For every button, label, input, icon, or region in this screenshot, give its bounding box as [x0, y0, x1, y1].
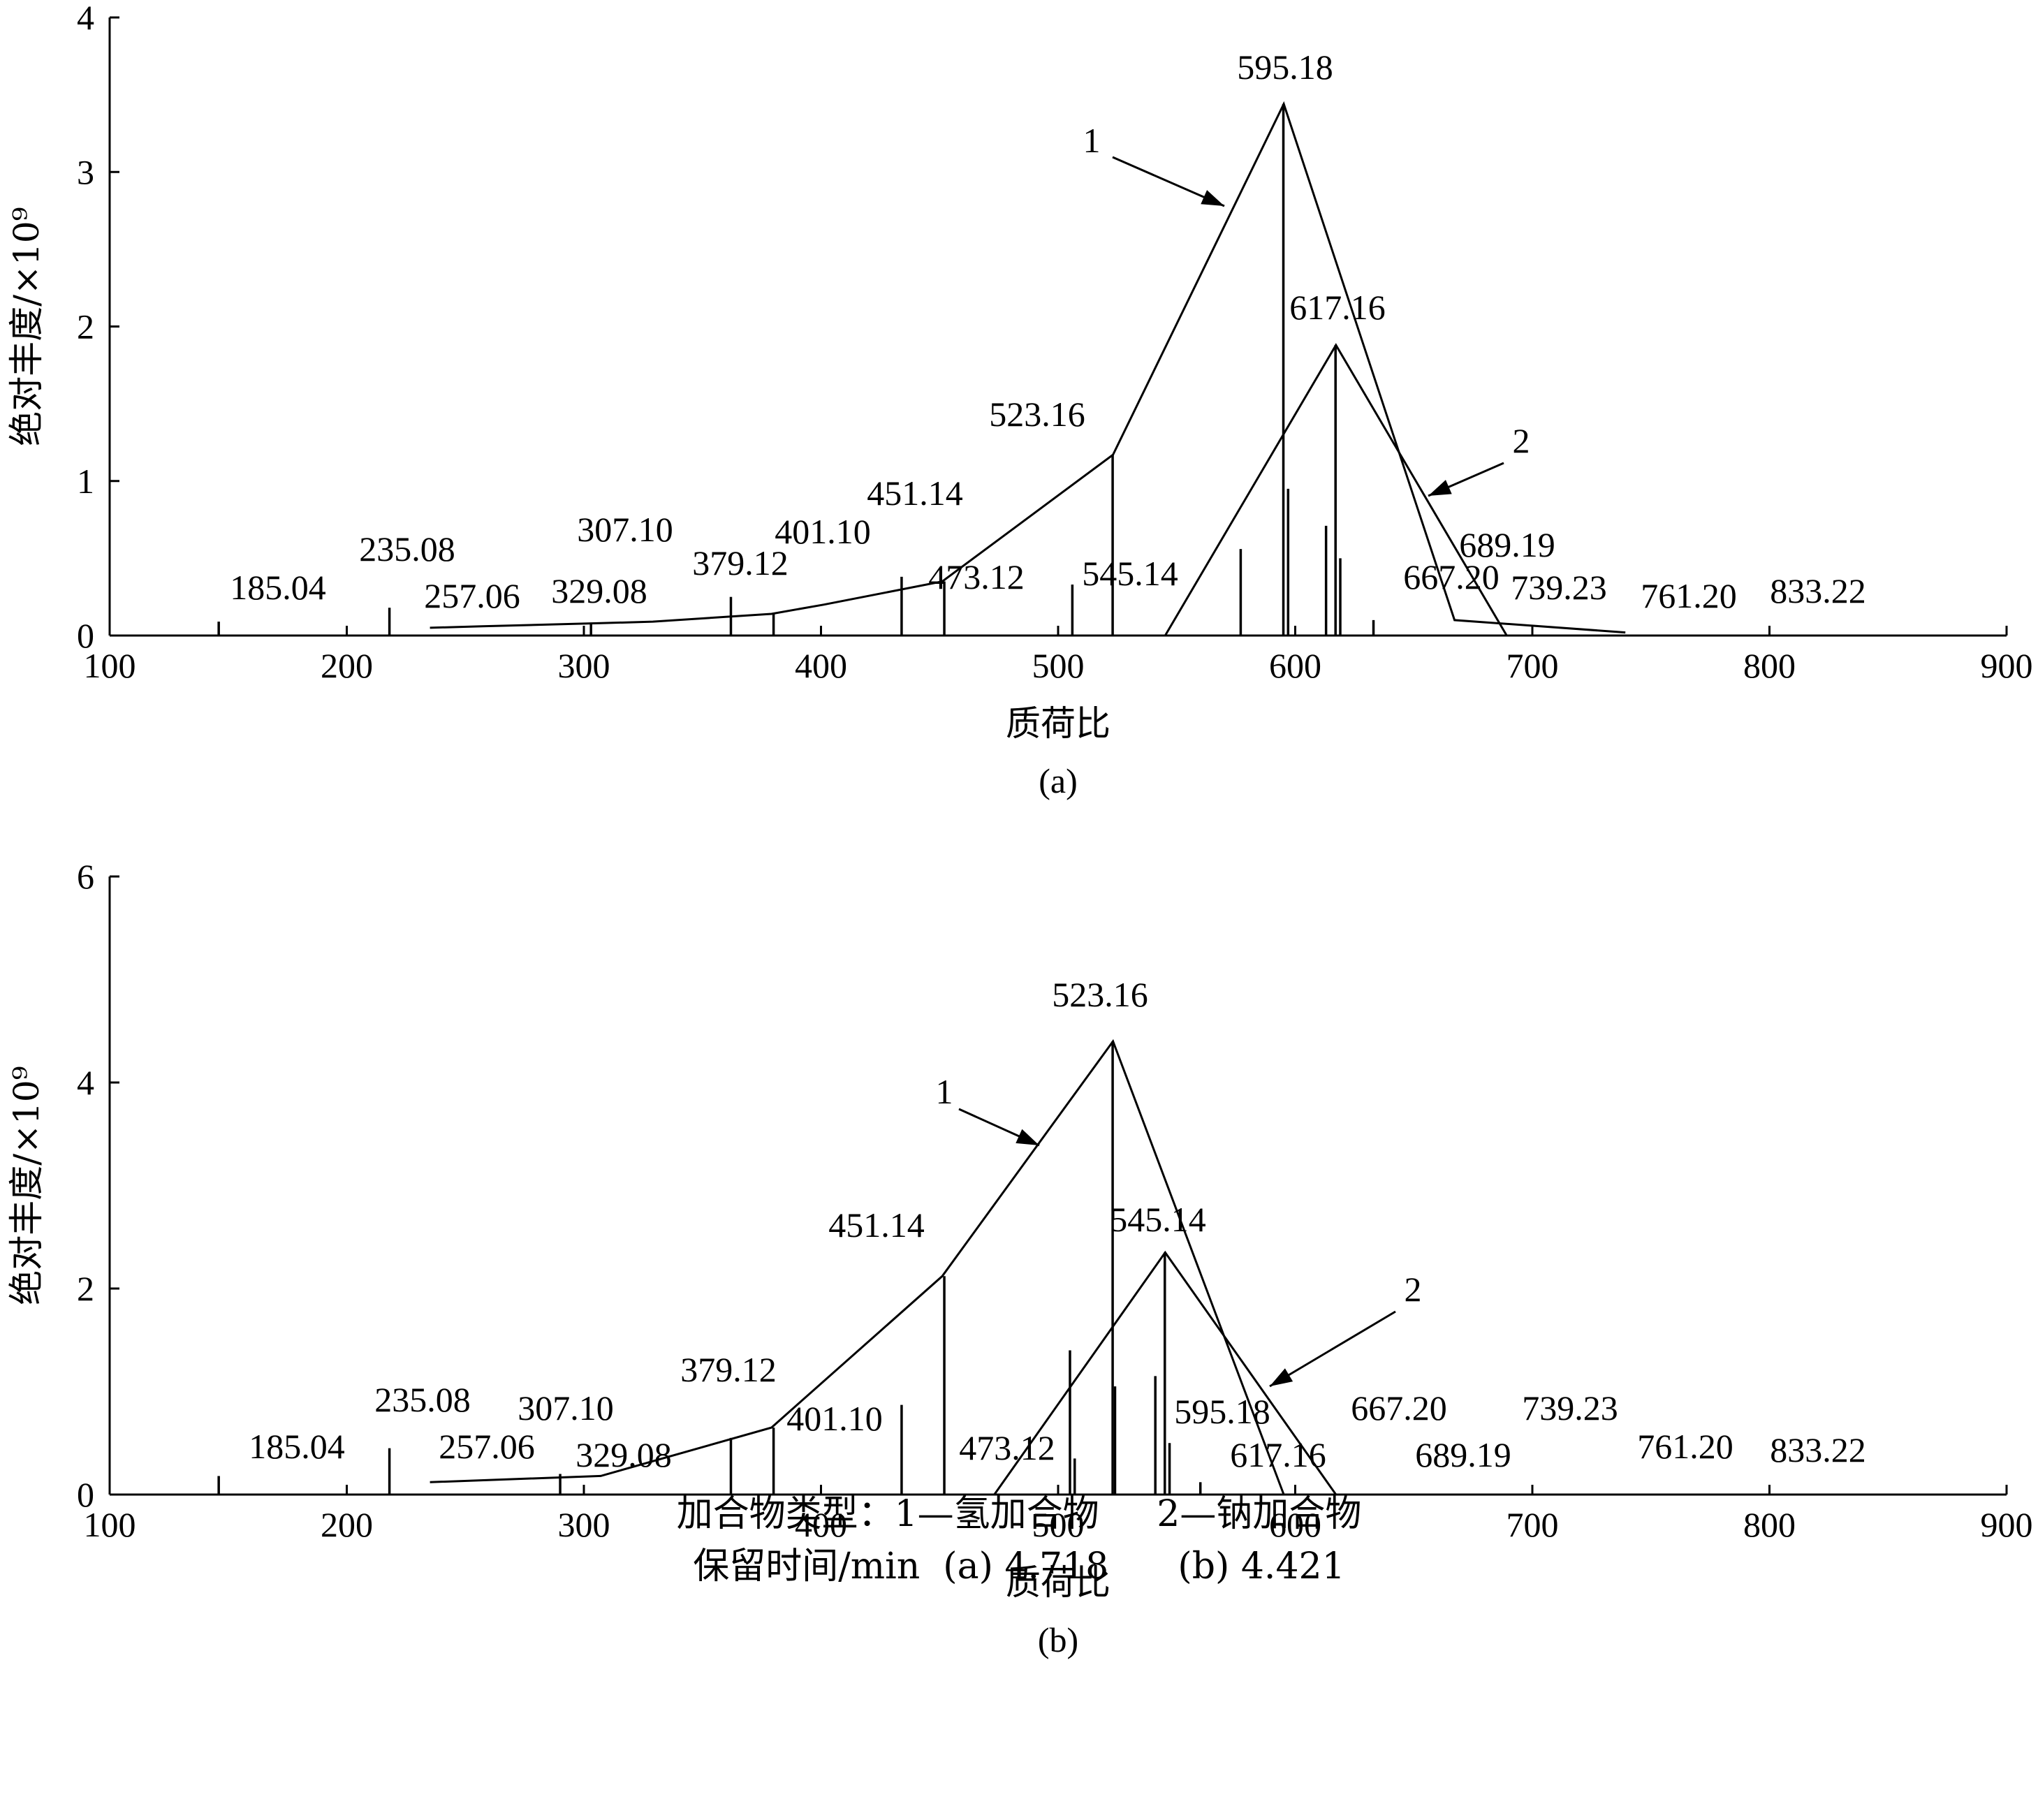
y-tick-label: 0 [77, 1475, 94, 1514]
peak-label: 833.22 [1770, 571, 1866, 610]
x-tick-label: 500 [1032, 646, 1085, 685]
caption-retention-time: 保留时间/min (a) 4.718 (b) 4.421 [693, 1546, 1345, 1587]
peak-label: 473.12 [959, 1428, 1055, 1467]
peak-label: 235.08 [374, 1380, 471, 1419]
peak-label: 235.08 [359, 529, 455, 568]
peak-label: 739.23 [1522, 1388, 1618, 1428]
peak-label: 307.10 [518, 1388, 614, 1428]
peak-label: 401.10 [786, 1399, 883, 1438]
annotation-arrowhead [1428, 480, 1452, 496]
x-axis-title: 质荷比 [1006, 1562, 1110, 1603]
y-tick-label: 2 [77, 307, 94, 346]
x-tick-label: 700 [1506, 646, 1559, 685]
x-tick-label: 100 [84, 646, 136, 685]
y-tick-label: 1 [77, 462, 94, 501]
series-envelope-2 [1164, 343, 1508, 636]
y-axis-title: 绝对丰度/×10⁹ [6, 207, 47, 446]
y-tick-label: 3 [77, 152, 94, 191]
peak-label: 451.14 [828, 1205, 925, 1245]
annotation-arrowhead [1201, 190, 1224, 206]
peak-label: 667.20 [1403, 557, 1500, 596]
series-envelope-2 [993, 1250, 1337, 1495]
annotation-arrow-shaft [1269, 1310, 1396, 1388]
peak-label: 379.12 [680, 1350, 777, 1389]
x-tick-label: 600 [1269, 646, 1321, 685]
x-tick-label: 900 [1981, 646, 2033, 685]
annotation-arrowhead [1016, 1129, 1039, 1145]
x-axis-title: 质荷比 [1006, 703, 1110, 744]
x-tick-label: 500 [1032, 1505, 1085, 1544]
x-tick-label: 400 [795, 646, 847, 685]
y-tick-label: 4 [77, 0, 94, 37]
series-envelope-1 [430, 1039, 1285, 1495]
x-tick-label: 700 [1506, 1505, 1559, 1544]
peak-label: 833.22 [1770, 1430, 1866, 1469]
peak-label: 595.18 [1237, 47, 1333, 87]
x-tick-label: 300 [558, 646, 610, 685]
peak-label: 523.16 [989, 395, 1085, 434]
peak-label: 761.20 [1637, 1427, 1733, 1466]
x-tick-label: 200 [321, 1505, 373, 1544]
peak-label: 523.16 [1052, 975, 1148, 1014]
caption-adduct-types: 加合物类型：1—氢加合物 2—钠加合物 [676, 1493, 1362, 1535]
peak-label: 451.14 [867, 474, 963, 513]
peak-label: 257.06 [439, 1427, 535, 1466]
x-tick-label: 300 [558, 1505, 610, 1544]
x-tick-label: 800 [1743, 646, 1796, 685]
peak-label: 257.06 [424, 576, 520, 615]
peak-label: 739.23 [1511, 568, 1607, 607]
y-axis-title: 绝对丰度/×10⁹ [6, 1066, 47, 1305]
peak-label: 329.08 [576, 1435, 672, 1474]
x-tick-label: 100 [84, 1505, 136, 1544]
peak-label: 689.19 [1459, 525, 1555, 564]
annotation-label: 2 [1513, 421, 1530, 460]
annotation-arrowhead [1270, 1368, 1293, 1386]
chart-panel-a: 100 200 300 400 500 600 700 800 900 0 1 2 3 4 质荷比 绝对丰度/… [6, 0, 2033, 800]
y-tick-label: 0 [77, 616, 94, 655]
peak-label: 379.12 [692, 543, 789, 582]
y-tick-label: 2 [77, 1269, 94, 1308]
peak-label: 689.19 [1415, 1435, 1511, 1474]
series-envelope-1 [430, 101, 1626, 634]
x-tick-label: 400 [795, 1505, 847, 1544]
annotation-label: 1 [1083, 121, 1101, 160]
peak-label: 401.10 [775, 512, 871, 551]
chart-panel-b: 100 200 300 400 500 600 700 800 900 0 2 4 6 质荷比 绝对丰度/×… [6, 857, 2033, 1659]
x-tick-label: 200 [321, 646, 373, 685]
peak-label: 307.10 [577, 510, 673, 549]
annotation-label: 2 [1405, 1270, 1422, 1309]
annotation-label: 1 [936, 1072, 953, 1111]
peak-label: 667.20 [1351, 1388, 1447, 1428]
x-tick-label: 800 [1743, 1505, 1796, 1544]
y-tick-label: 4 [77, 1063, 94, 1102]
peak-label: 329.08 [551, 571, 647, 610]
x-tick-label: 900 [1981, 1505, 2033, 1544]
peak-label: 761.20 [1641, 576, 1737, 615]
panel-label: (a) [1039, 761, 1078, 800]
peak-label: 545.14 [1082, 554, 1178, 593]
peak-label: 617.16 [1230, 1435, 1326, 1474]
peak-label: 595.18 [1174, 1392, 1270, 1431]
x-tick-label: 600 [1269, 1505, 1321, 1544]
peak-label: 473.12 [928, 557, 1025, 596]
y-tick-label: 6 [77, 857, 94, 896]
peak-label: 185.04 [249, 1427, 345, 1466]
peak-label: 185.04 [230, 568, 326, 607]
peak-label: 545.14 [1110, 1200, 1206, 1239]
peak-label: 617.16 [1289, 288, 1386, 327]
panel-label: (b) [1038, 1620, 1078, 1659]
